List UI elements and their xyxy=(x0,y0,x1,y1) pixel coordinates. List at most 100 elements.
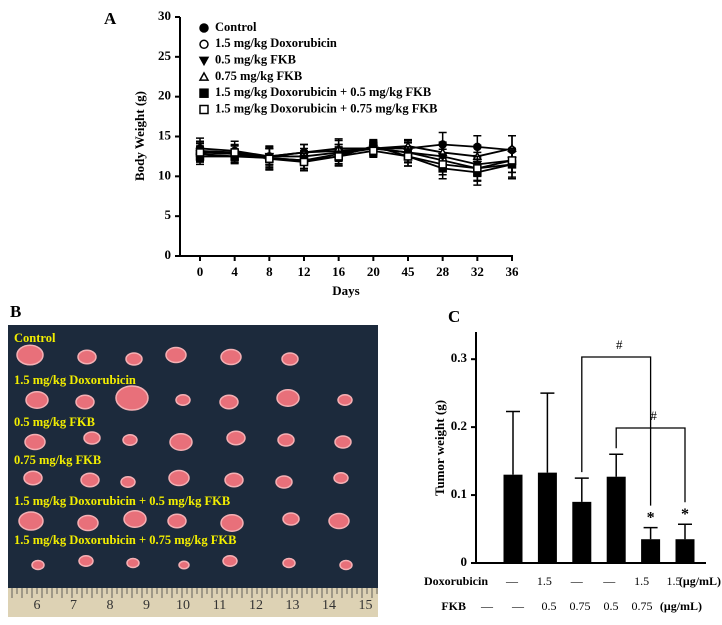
bracket xyxy=(581,356,652,506)
photo-label: 1.5 mg/kg Doxorubicin + 0.75 mg/kg FKB xyxy=(14,533,236,547)
tumor xyxy=(165,346,187,364)
row-label: FKB xyxy=(441,599,466,613)
tumor xyxy=(219,394,239,410)
marker xyxy=(265,154,274,164)
marker xyxy=(230,148,239,157)
photo-label: 1.5 mg/kg Doxorubicin + 0.5 mg/kg FKB xyxy=(14,494,230,508)
x-tick-label: 4 xyxy=(231,264,238,279)
legend-marker xyxy=(199,39,209,50)
series-line xyxy=(199,145,513,158)
row-label: Doxorubicin xyxy=(424,574,488,588)
tumor xyxy=(167,513,187,529)
marker xyxy=(299,157,309,167)
tumor xyxy=(224,472,244,488)
ruler-label: 9 xyxy=(143,598,150,613)
photo-label: 1.5 mg/kg Doxorubicin xyxy=(14,373,136,387)
tumor xyxy=(333,472,349,484)
x-tick-label: 0 xyxy=(197,264,204,279)
tumor xyxy=(120,476,136,488)
tumor xyxy=(277,433,295,447)
photo-label: Control xyxy=(14,331,56,345)
series-line xyxy=(200,149,513,170)
bracket-label: # xyxy=(616,337,623,352)
error-bar xyxy=(506,410,520,475)
y-tick-label: 15 xyxy=(158,127,172,142)
legend-label: 1.5 mg/kg Doxorubicin + 0.5 mg/kg FKB xyxy=(215,85,431,99)
y-tick-label: 5 xyxy=(165,207,172,222)
bracket xyxy=(615,427,686,503)
panel-label: B xyxy=(10,302,21,321)
bar xyxy=(641,539,661,563)
bar xyxy=(606,476,626,563)
tumor xyxy=(276,389,300,407)
error-bar xyxy=(574,477,589,502)
row-cell: — xyxy=(480,599,494,613)
error-bar xyxy=(643,526,658,540)
ruler xyxy=(8,588,378,617)
row-unit: (μg/mL) xyxy=(660,599,702,613)
y-tick-label: 0.1 xyxy=(451,486,467,501)
row-cell: 1.5 xyxy=(667,574,682,588)
x-axis-label: Days xyxy=(332,283,359,298)
tumor xyxy=(24,433,46,451)
tumor xyxy=(328,512,350,530)
legend-label: 0.75 mg/kg FKB xyxy=(215,69,302,83)
tumor xyxy=(83,431,101,445)
marker xyxy=(473,164,482,173)
legend-marker xyxy=(199,23,209,33)
tumor xyxy=(18,511,44,531)
x-tick-label: 8 xyxy=(266,264,273,279)
legend-label: 1.5 mg/kg Doxorubicin xyxy=(215,36,337,50)
x-tick-label: 32 xyxy=(471,264,484,279)
marker xyxy=(334,152,343,161)
tumor xyxy=(281,352,299,366)
tumor xyxy=(226,430,246,446)
error-bar xyxy=(609,453,624,477)
row-cell: 0.5 xyxy=(604,599,619,613)
legend-marker xyxy=(199,104,209,115)
marker xyxy=(195,148,205,157)
marker xyxy=(438,160,447,169)
ruler-label: 15 xyxy=(359,598,373,613)
series-line xyxy=(200,145,513,174)
tumor xyxy=(123,510,147,528)
y-tick-label: 0 xyxy=(165,247,172,262)
tumor xyxy=(31,559,45,571)
bar xyxy=(572,501,592,563)
ruler-label: 8 xyxy=(107,598,114,613)
x-tick-label: 28 xyxy=(436,264,450,279)
ruler-label: 14 xyxy=(322,598,336,613)
tumor xyxy=(282,512,300,526)
x-tick-label: 16 xyxy=(332,264,346,279)
tumor xyxy=(115,385,149,411)
ruler-label: 6 xyxy=(34,598,41,613)
y-tick-label: 20 xyxy=(158,88,171,103)
photo-label: 0.5 mg/kg FKB xyxy=(14,415,95,429)
tumor xyxy=(220,514,244,532)
x-tick-label: 12 xyxy=(298,264,311,279)
photo-label: 0.75 mg/kg FKB xyxy=(14,453,101,467)
row-cell: 1.5 xyxy=(537,574,552,588)
y-tick-label: 30 xyxy=(158,8,171,23)
tumor xyxy=(78,555,94,567)
legend-label: 0.5 mg/kg FKB xyxy=(215,52,296,66)
tumor xyxy=(175,394,191,406)
tumor xyxy=(334,435,352,449)
row-cell: 1.5 xyxy=(634,574,649,588)
significance-mark: * xyxy=(647,509,655,526)
error-bar xyxy=(540,392,555,473)
tumor xyxy=(23,470,43,486)
tumor xyxy=(178,560,190,570)
y-tick-label: 0.3 xyxy=(451,350,468,365)
legend-marker xyxy=(198,56,210,67)
tumor xyxy=(126,557,140,569)
legend-label: 1.5 mg/kg Doxorubicin + 0.75 mg/kg FKB xyxy=(215,101,437,115)
ruler-label: 7 xyxy=(70,598,77,613)
row-cell: — xyxy=(602,574,616,588)
tumor xyxy=(282,557,296,569)
row-cell: — xyxy=(570,574,584,588)
tumor xyxy=(168,469,190,487)
y-axis-label: Body Weight (g) xyxy=(132,91,147,181)
